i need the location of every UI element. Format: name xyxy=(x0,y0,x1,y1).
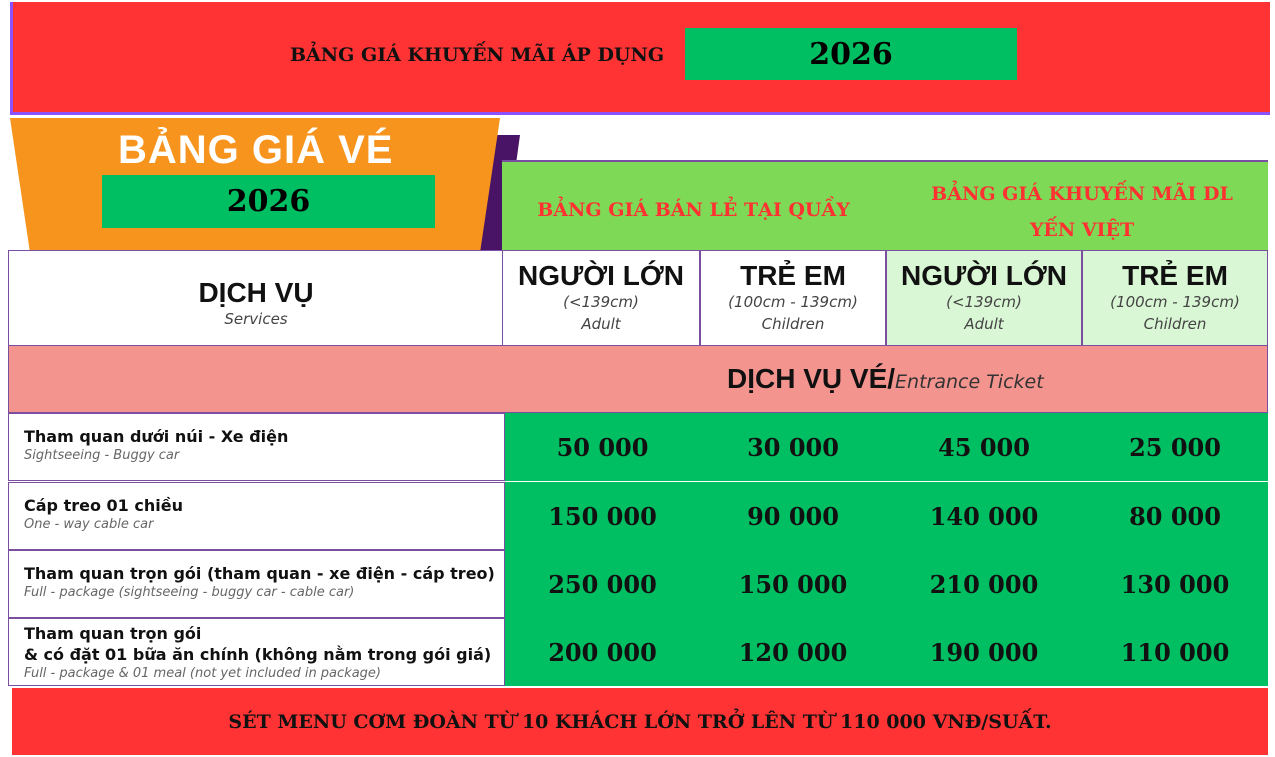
service-sub: One - way cable car xyxy=(24,517,154,532)
column-header-sub: Children xyxy=(1143,315,1207,333)
price-cell: 250 000 xyxy=(505,550,700,618)
price-cell: 190 000 xyxy=(886,618,1082,686)
price-cell: 150 000 xyxy=(700,550,886,618)
price-cell: 30 000 xyxy=(700,413,886,481)
column-header-main: TRẺ EM xyxy=(1122,260,1228,291)
top-banner xyxy=(10,2,1270,115)
top-banner-year: 2026 xyxy=(685,28,1017,80)
section-header: DỊCH VỤ VÉ/Entrance Ticket xyxy=(8,345,1268,413)
price-cell: 45 000 xyxy=(886,413,1082,481)
service-title: Tham quan trọn gói xyxy=(24,624,202,643)
price-cell: 150 000 xyxy=(505,482,700,550)
column-header-range: (100cm - 139cm) xyxy=(728,293,858,311)
service-title: Tham quan dưới núi - Xe điện xyxy=(24,427,289,446)
page-title: BẢNG GIÁ VÉ xyxy=(118,128,394,172)
column-header: TRẺ EM (100cm - 139cm) Children xyxy=(700,250,886,346)
service-sub: Full - package (sightseeing - buggy car … xyxy=(24,585,355,600)
column-header-sub: Adult xyxy=(964,315,1004,333)
column-header-range: (<139cm) xyxy=(563,293,639,311)
service-header-sub: Services xyxy=(224,310,288,328)
price-cell: 130 000 xyxy=(1082,550,1268,618)
column-header: TRẺ EM (100cm - 139cm) Children xyxy=(1082,250,1268,346)
section-sub: Entrance Ticket xyxy=(895,371,1044,393)
section-main: DỊCH VỤ VÉ/ xyxy=(727,363,896,394)
column-header-main: NGƯỜI LỚN xyxy=(518,260,684,291)
group-header-promo: BẢNG GIÁ KHUYẾN MÃI DL YẾN VIỆT xyxy=(931,183,1233,241)
group-header: BẢNG GIÁ BÁN LẺ TẠI QUẦY BẢNG GIÁ KHUYẾN… xyxy=(502,160,1268,252)
title-year: 2026 xyxy=(102,175,435,228)
table-row: Cáp treo 01 chiều One - way cable car xyxy=(8,482,505,550)
column-header-range: (100cm - 139cm) xyxy=(1110,293,1240,311)
column-header-main: TRẺ EM xyxy=(740,260,846,291)
column-header: NGƯỜI LỚN (<139cm) Adult xyxy=(886,250,1082,346)
service-header-main: DỊCH VỤ xyxy=(198,277,314,308)
service-sub: Sightseeing - Buggy car xyxy=(24,448,180,463)
column-header-range: (<139cm) xyxy=(946,293,1022,311)
price-cell: 110 000 xyxy=(1082,618,1268,686)
table-row: Tham quan trọn gói (tham quan - xe điện … xyxy=(8,550,505,618)
service-title: Cáp treo 01 chiều xyxy=(24,496,183,515)
service-sub: Full - package & 01 meal (not yet includ… xyxy=(24,666,381,681)
table-row: Tham quan dưới núi - Xe điện Sightseeing… xyxy=(8,413,505,481)
price-cell: 80 000 xyxy=(1082,482,1268,550)
price-cell: 210 000 xyxy=(886,550,1082,618)
column-header-sub: Adult xyxy=(581,315,621,333)
service-title-line2: & có đặt 01 bữa ăn chính (không nằm tron… xyxy=(24,645,492,664)
price-cell: 140 000 xyxy=(886,482,1082,550)
service-header: DỊCH VỤ Services xyxy=(8,250,504,346)
service-title: Tham quan trọn gói (tham quan - xe điện … xyxy=(24,564,495,583)
column-header-sub: Children xyxy=(761,315,825,333)
top-banner-text: BẢNG GIÁ KHUYẾN MÃI ÁP DỤNG xyxy=(290,44,665,66)
column-header: NGƯỜI LỚN (<139cm) Adult xyxy=(502,250,700,346)
price-cell: 90 000 xyxy=(700,482,886,550)
column-header-main: NGƯỜI LỚN xyxy=(901,260,1067,291)
group-header-retail: BẢNG GIÁ BÁN LẺ TẠI QUẦY xyxy=(537,199,850,221)
table-row: Tham quan trọn gói & có đặt 01 bữa ăn ch… xyxy=(8,618,505,686)
price-cell: 200 000 xyxy=(505,618,700,686)
price-cell: 25 000 xyxy=(1082,413,1268,481)
price-cell: 120 000 xyxy=(700,618,886,686)
footer-note: SÉT MENU CƠM ĐOÀN TỪ 10 KHÁCH LỚN TRỞ LÊ… xyxy=(12,688,1268,755)
price-cell: 50 000 xyxy=(505,413,700,481)
